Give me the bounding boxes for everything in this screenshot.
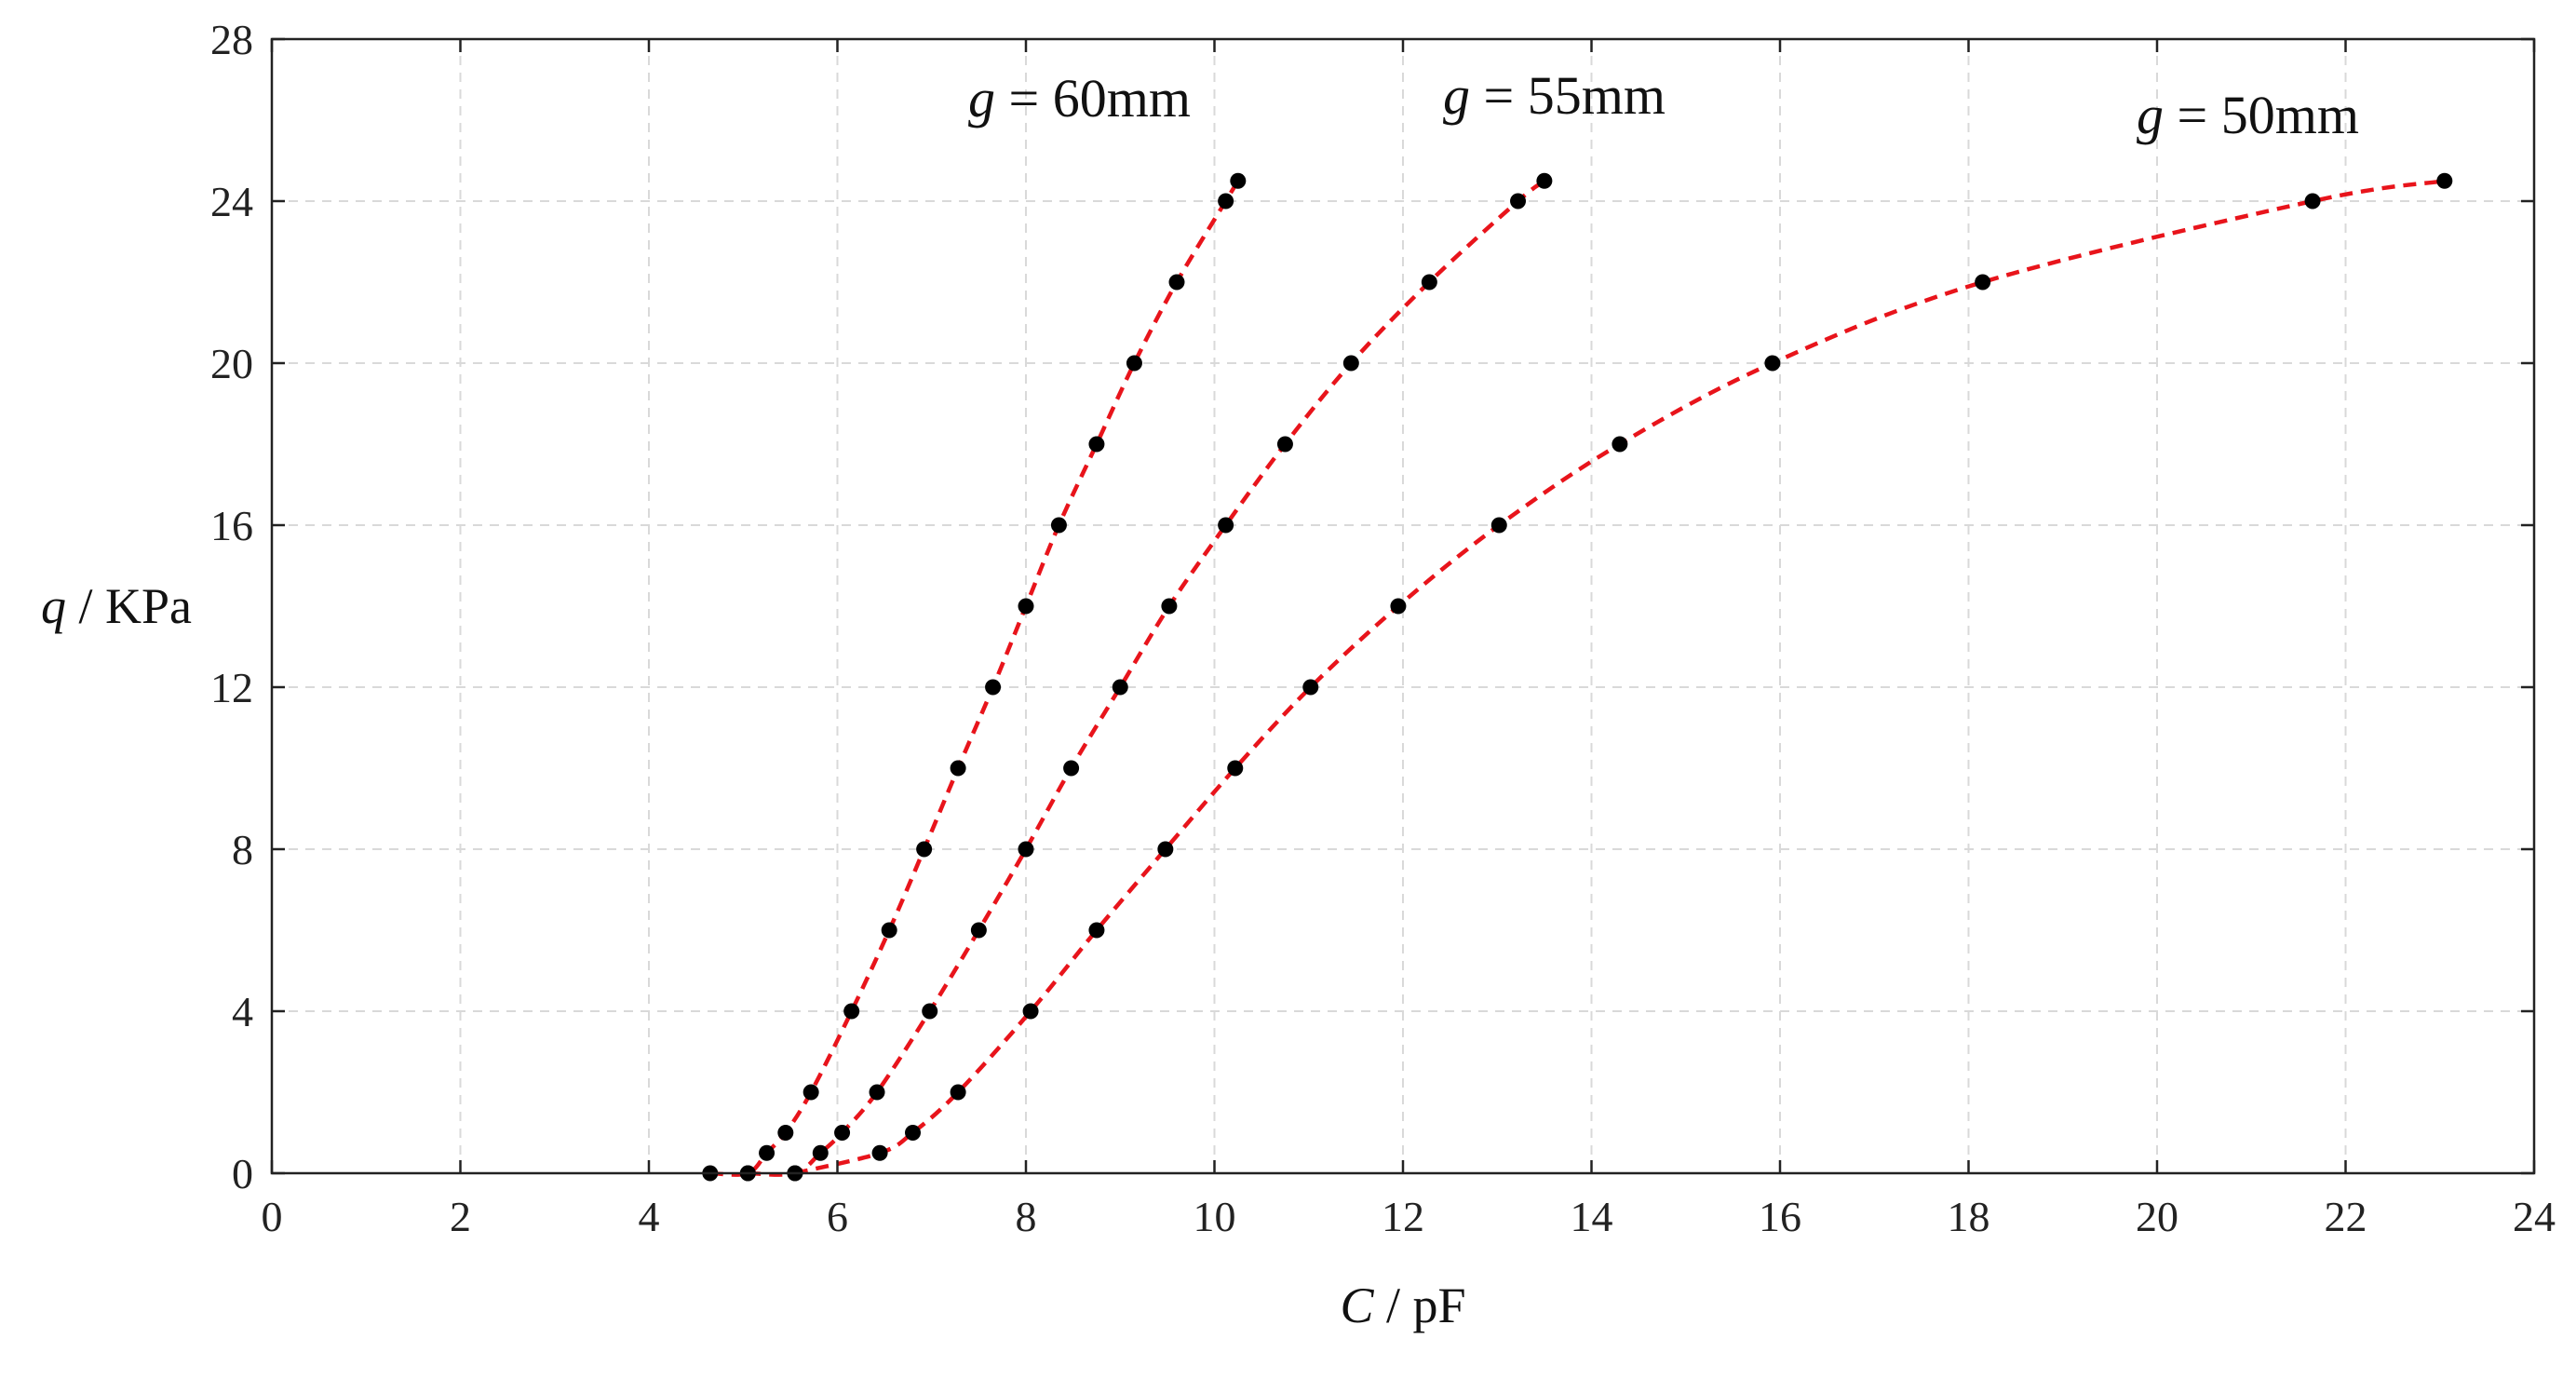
y-tick-label: 0 — [232, 1150, 253, 1197]
data-point — [1218, 193, 1234, 210]
data-point — [777, 1125, 794, 1141]
series-label-eq: = — [2164, 85, 2221, 145]
x-tick-label: 6 — [827, 1193, 848, 1240]
y-tick-label: 28 — [210, 16, 253, 63]
series-label-value: 60mm — [1053, 68, 1191, 128]
x-tick-label: 8 — [1016, 1193, 1037, 1240]
series-label-g60: g = 60mm — [968, 68, 1191, 128]
x-tick-label: 4 — [639, 1193, 660, 1240]
data-point — [802, 1084, 819, 1101]
series-label-value: 50mm — [2221, 85, 2359, 145]
x-axis-sep: / — [1373, 1278, 1412, 1333]
x-tick-label: 14 — [1571, 1193, 1613, 1240]
data-point — [1161, 598, 1178, 615]
y-tick-label: 4 — [232, 988, 253, 1035]
data-point — [1227, 760, 1244, 777]
data-point — [985, 679, 1002, 696]
y-tick-label: 20 — [210, 340, 253, 387]
gridlines — [272, 39, 2534, 1173]
y-tick-label: 16 — [210, 502, 253, 549]
x-tick-label: 10 — [1194, 1193, 1236, 1240]
data-point — [1975, 274, 1991, 291]
y-axis-sep: / — [66, 578, 105, 634]
y-axis-var: q — [41, 578, 66, 634]
data-point — [1157, 841, 1174, 858]
data-point — [970, 922, 987, 939]
x-tick-labels: 0 2 4 6 8 10 12 14 16 18 20 22 24 — [262, 1193, 2556, 1240]
data-point — [916, 841, 933, 858]
series-label-var: g — [1443, 65, 1470, 126]
y-axis-unit: KPa — [105, 578, 192, 634]
x-tick-label: 2 — [450, 1193, 471, 1240]
series-label-var: g — [968, 68, 995, 128]
data-point — [950, 760, 966, 777]
data-point — [1022, 1003, 1039, 1020]
data-point — [1390, 598, 1407, 615]
data-point — [1612, 436, 1628, 453]
series-label-eq: = — [1470, 65, 1528, 126]
data-point — [871, 1144, 888, 1161]
data-points — [702, 172, 2453, 1182]
fit-line-series-2 — [794, 179, 2446, 1176]
data-point — [881, 922, 897, 939]
x-axis-label: C / pF — [1340, 1278, 1465, 1333]
data-point — [1126, 355, 1142, 372]
y-tick-labels: 0 4 8 12 16 20 24 28 — [210, 16, 253, 1197]
y-tick-label: 24 — [210, 178, 253, 225]
axis-ticks — [270, 37, 2536, 1175]
x-axis-var: C — [1340, 1278, 1374, 1333]
data-point — [905, 1125, 921, 1141]
series-label-eq: = — [995, 68, 1053, 128]
data-point — [1112, 679, 1128, 696]
data-point — [812, 1144, 829, 1161]
data-point — [1342, 355, 1359, 372]
data-point — [834, 1125, 851, 1141]
y-tick-label: 8 — [232, 826, 253, 873]
data-point — [922, 1003, 938, 1020]
data-point — [1050, 517, 1067, 534]
x-tick-label: 24 — [2513, 1193, 2556, 1240]
data-point — [1510, 193, 1527, 210]
fit-curves — [709, 179, 2446, 1177]
x-tick-label: 22 — [2325, 1193, 2367, 1240]
data-point — [2436, 172, 2453, 189]
data-point — [1302, 679, 1319, 696]
data-point — [1764, 355, 1781, 372]
x-tick-label: 0 — [262, 1193, 283, 1240]
data-point — [1218, 517, 1234, 534]
data-point — [1088, 922, 1105, 939]
fit-line-series-1 — [748, 179, 1546, 1177]
x-tick-label: 12 — [1382, 1193, 1424, 1240]
data-point — [2304, 193, 2321, 210]
x-tick-label: 18 — [1948, 1193, 1990, 1240]
series-label-g55: g = 55mm — [1443, 65, 1666, 126]
data-point — [1421, 274, 1437, 291]
x-tick-label: 16 — [1759, 1193, 1801, 1240]
y-axis-label: q / KPa — [41, 578, 192, 634]
data-point — [1276, 436, 1293, 453]
data-point — [1230, 172, 1247, 189]
fit-line-series-0 — [709, 180, 1240, 1177]
data-point — [1536, 172, 1553, 189]
data-point — [759, 1144, 775, 1161]
series-label-value: 55mm — [1528, 65, 1666, 126]
series-label-var: g — [2137, 85, 2164, 145]
data-point — [1018, 841, 1034, 858]
data-point — [950, 1084, 966, 1101]
y-tick-label: 12 — [210, 664, 253, 711]
x-tick-label: 20 — [2136, 1193, 2178, 1240]
data-point — [869, 1084, 885, 1101]
data-point — [1088, 436, 1105, 453]
data-point — [843, 1003, 860, 1020]
data-point — [1168, 274, 1185, 291]
data-point — [1490, 517, 1507, 534]
x-axis-unit: pF — [1413, 1278, 1466, 1333]
data-point — [1063, 760, 1080, 777]
data-point — [1018, 598, 1034, 615]
series-label-g50: g = 50mm — [2137, 85, 2359, 145]
